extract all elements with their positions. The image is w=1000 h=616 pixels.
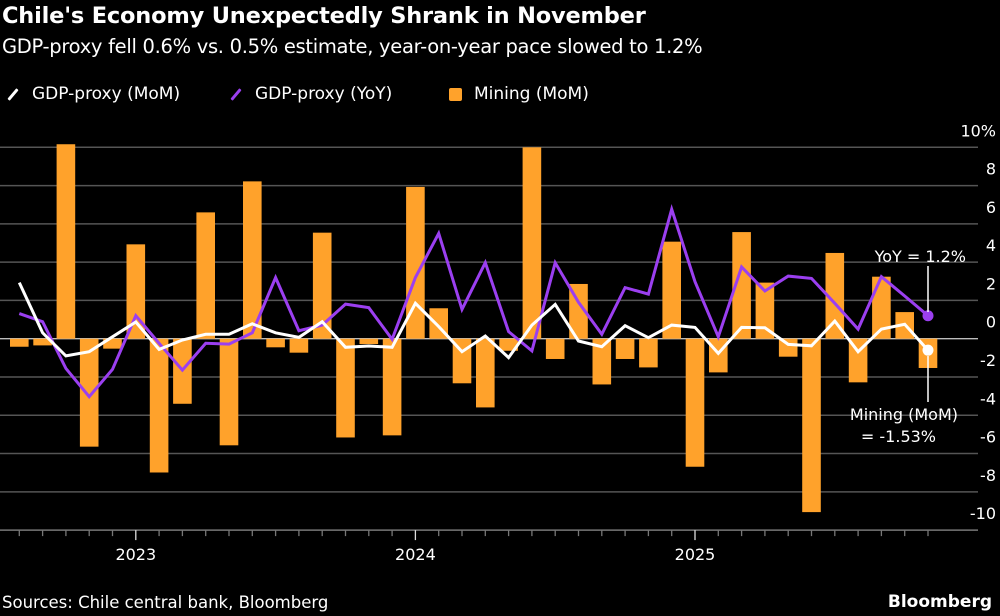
mining-bar bbox=[522, 147, 542, 339]
mining-bar bbox=[685, 338, 705, 467]
mining-bar bbox=[592, 338, 612, 385]
mining-bar bbox=[499, 338, 518, 351]
mom-last-point bbox=[922, 344, 934, 356]
mining-bar bbox=[615, 338, 635, 359]
yoy-line bbox=[18, 204, 929, 400]
legend-item-mining: Mining (MoM) bbox=[449, 84, 589, 104]
mom-line bbox=[17, 281, 930, 360]
mining-bar bbox=[802, 338, 821, 513]
mining-bar bbox=[732, 232, 751, 339]
x-tick-label: 2025 bbox=[675, 545, 716, 564]
mining-bar bbox=[336, 338, 355, 438]
mining-bar bbox=[359, 338, 379, 345]
mining-bar bbox=[126, 244, 146, 339]
legend-item-mom: GDP-proxy (MoM) bbox=[6, 84, 180, 104]
mining-bar bbox=[545, 338, 565, 359]
y-tick-label: 4 bbox=[986, 236, 996, 255]
y-tick-label: 0 bbox=[986, 313, 996, 332]
legend-square-icon bbox=[449, 87, 462, 101]
mining-bar bbox=[825, 252, 845, 339]
y-tick-label: 8 bbox=[986, 160, 996, 179]
mining-bar bbox=[56, 144, 76, 339]
y-tick-label: -6 bbox=[980, 428, 996, 447]
y-tick-label: -8 bbox=[980, 466, 996, 485]
mining-bar bbox=[662, 241, 681, 339]
mining-bar bbox=[569, 283, 588, 339]
mining-bar bbox=[848, 338, 868, 383]
bloomberg-logo: Bloomberg bbox=[887, 592, 992, 612]
y-tick-label: -10 bbox=[970, 504, 996, 523]
mining-bar bbox=[382, 338, 402, 436]
y-tick-label: -2 bbox=[980, 351, 996, 370]
sources-note: Sources: Chile central bank, Bloomberg bbox=[2, 593, 329, 612]
mining-bar bbox=[312, 232, 332, 339]
legend-label: GDP-proxy (MoM) bbox=[32, 84, 181, 104]
mining-bar bbox=[219, 338, 239, 446]
mining-bar bbox=[289, 338, 309, 353]
y-tick-label: -4 bbox=[980, 389, 996, 408]
yoy-annotation: YoY = 1.2% bbox=[874, 247, 966, 266]
mining-bar bbox=[79, 338, 99, 447]
legend-item-yoy: GDP-proxy (YoY) bbox=[229, 84, 392, 104]
mining-annotation-line1: Mining (MoM) bbox=[850, 405, 958, 424]
mining-bar bbox=[639, 338, 658, 368]
x-tick-label: 2024 bbox=[395, 545, 436, 564]
mining-bar bbox=[103, 338, 122, 349]
mining-bar bbox=[10, 338, 29, 347]
y-tick-label: 10% bbox=[960, 121, 996, 140]
mining-bar bbox=[33, 338, 52, 346]
mining-bar bbox=[476, 338, 495, 408]
chart-title: Chile's Economy Unexpectedly Shrank in N… bbox=[2, 3, 646, 29]
y-tick-label: 6 bbox=[986, 198, 996, 217]
mining-annotation-line2: = -1.53% bbox=[861, 427, 936, 446]
chart-subtitle: GDP-proxy fell 0.6% vs. 0.5% estimate, y… bbox=[2, 35, 703, 58]
mining-bar bbox=[243, 181, 262, 339]
mining-bar bbox=[149, 338, 169, 473]
mining-bar bbox=[196, 212, 215, 339]
mining-bar bbox=[872, 276, 891, 339]
y-tick-label: 2 bbox=[986, 274, 996, 293]
legend-label: GDP-proxy (YoY) bbox=[255, 84, 393, 104]
x-tick-label: 2023 bbox=[115, 545, 156, 564]
mining-bar bbox=[406, 186, 425, 339]
yoy-last-point bbox=[922, 310, 934, 322]
mining-bar bbox=[755, 282, 775, 339]
legend-label: Mining (MoM) bbox=[474, 84, 589, 104]
mining-bar bbox=[266, 338, 285, 348]
